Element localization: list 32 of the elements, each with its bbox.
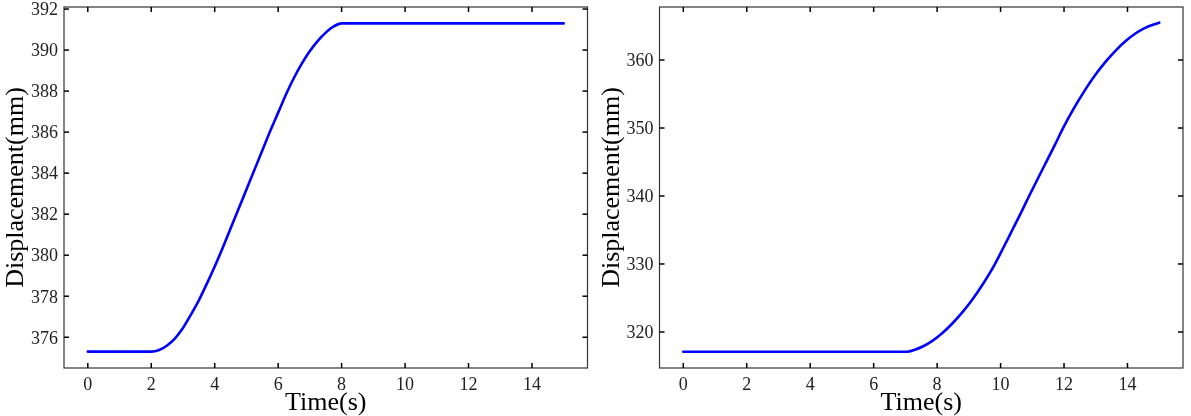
y-tick-label: 378	[31, 286, 58, 307]
x-tick-label: 2	[146, 374, 156, 394]
x-tick-label: 6	[869, 374, 879, 394]
y-tick-label: 392	[31, 0, 58, 20]
y-tick-label: 360	[626, 50, 654, 71]
x-tick-label: 10	[991, 374, 1010, 394]
x-tick-label: 0	[83, 374, 93, 394]
y-tick-label: 376	[31, 327, 58, 348]
x-tick-label: 14	[1118, 374, 1137, 394]
y-axis-title: Displacement(mm)	[0, 87, 29, 288]
x-tick-label: 12	[1055, 374, 1074, 394]
y-tick-label: 350	[626, 118, 654, 139]
y-tick-label: 382	[31, 204, 58, 225]
line-series	[682, 21, 1161, 353]
x-tick-label: 10	[396, 374, 415, 394]
x-tick-label: 0	[678, 374, 688, 394]
x-tick-label: 4	[805, 374, 815, 394]
line-series	[86, 22, 566, 353]
x-tick-label: 14	[522, 374, 541, 394]
y-tick-label: 384	[31, 163, 58, 184]
y-tick-label: 340	[626, 186, 654, 207]
x-tick-label: 4	[210, 374, 220, 394]
x-tick-label: 6	[273, 374, 283, 394]
y-tick-label: 386	[31, 122, 58, 143]
y-tick-label: 390	[31, 40, 58, 61]
x-tick-label: 2	[742, 374, 752, 394]
y-axis-title: Displacement(mm)	[595, 87, 625, 288]
y-tick-label: 388	[31, 81, 58, 102]
y-tick-label: 320	[626, 322, 654, 343]
x-tick-label: 12	[459, 374, 478, 394]
y-tick-label: 330	[626, 254, 654, 275]
y-tick-label: 380	[31, 245, 58, 266]
